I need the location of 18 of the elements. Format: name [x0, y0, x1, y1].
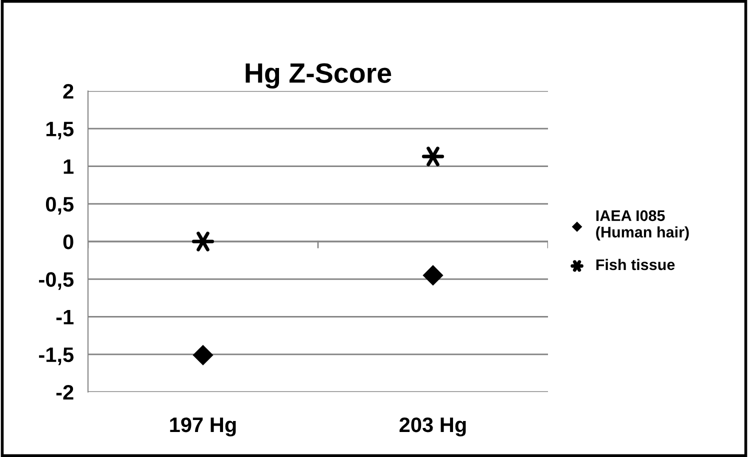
point: [192, 344, 214, 366]
point: [422, 146, 444, 166]
y-tick-label: 0: [63, 234, 74, 250]
point: [422, 265, 444, 286]
y-tick-label: -1,5: [39, 348, 74, 366]
y-tick-label: -0,5: [39, 272, 74, 290]
legend-label: IAEA I085 (Human hair): [596, 210, 689, 241]
chart-title: Hg Z-Score: [246, 63, 392, 89]
y-tick-label: 2: [63, 84, 74, 99]
legend-label: Fish tissue: [596, 258, 675, 270]
y-tick-label: -1: [56, 310, 74, 324]
y-tick-label: 0,5: [46, 196, 74, 215]
y-tick-label: -2: [56, 385, 74, 400]
point: [192, 232, 214, 252]
y-tick-label: 1: [64, 159, 74, 174]
x-tick-label: 197 Hg: [170, 417, 236, 436]
x-tick-label: 203 Hg: [400, 417, 466, 436]
y-tick-label: 1,5: [46, 122, 74, 140]
